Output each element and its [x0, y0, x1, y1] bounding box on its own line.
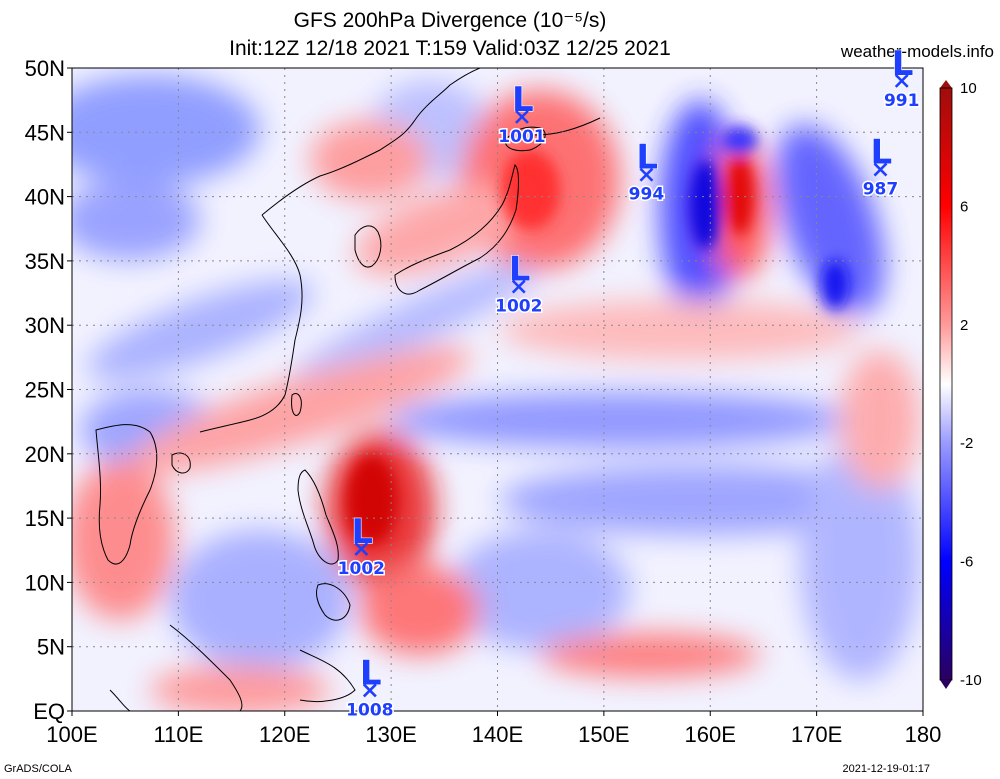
lon-label: 170E — [791, 722, 842, 747]
low-center-mark — [639, 167, 654, 182]
lat-label: 20N — [25, 442, 65, 467]
low-center-mark — [873, 162, 888, 177]
low-pressure-value: 987 — [863, 180, 899, 200]
footer-credit: GrADS/COLA — [4, 763, 72, 775]
low-marker: L 987 — [861, 132, 900, 201]
colorbar-label: -10 — [960, 672, 982, 689]
low-letter: L — [512, 80, 534, 120]
low-marker: L 1002 — [494, 249, 544, 318]
lat-label: 25N — [25, 378, 65, 403]
low-marker: L 1002 — [336, 511, 386, 580]
lon-label: 100E — [46, 722, 97, 747]
low-pressure-value: 1001 — [498, 127, 545, 147]
colorbar-bottom-cap — [940, 680, 952, 689]
lat-label: 35N — [25, 249, 65, 274]
low-marker: L 991 — [882, 43, 921, 112]
colorbar-scale — [939, 87, 953, 681]
lon-label: 110E — [154, 722, 204, 747]
low-pressure-value: 1002 — [495, 297, 542, 317]
low-letter: L — [360, 653, 382, 693]
low-pressure-value: 994 — [629, 185, 665, 205]
low-letter: L — [509, 250, 531, 290]
lat-label: 5N — [37, 635, 65, 660]
low-pressure-value: 991 — [884, 91, 920, 111]
site-credit: weather-models.info — [840, 42, 994, 61]
low-center-mark — [362, 683, 377, 698]
title-line-2: Init:12Z 12/18 2021 T:159 Valid:03Z 12/2… — [229, 37, 671, 60]
low-letter: L — [870, 133, 892, 173]
latitude-labels: 50N 45N 40N 35N 30N 25N 20N 15N 10N 5N EQ — [25, 56, 65, 724]
longitude-labels: 100E 110E 120E 130E 140E 150E 160E 170E 180 — [46, 722, 941, 747]
lat-label: 40N — [25, 185, 65, 210]
footer-timestamp: 2021-12-19-01:17 — [842, 763, 930, 775]
lon-label: 160E — [685, 722, 736, 747]
low-marker: L 994 — [627, 137, 666, 206]
colorbar-label: -2 — [960, 435, 973, 452]
colorbar-label: -6 — [960, 554, 973, 571]
lat-label: 15N — [25, 506, 65, 531]
colorbar-label: 10 — [960, 80, 977, 97]
lon-label: 130E — [365, 722, 416, 747]
lon-label: 140E — [472, 722, 523, 747]
coastlines — [95, 68, 601, 711]
low-letter: L — [351, 512, 373, 552]
lon-label: 150E — [578, 722, 629, 747]
low-pressure-markers: L 1001 L 994 L 987 L 991 L 1002 L 1002 L 1008 — [336, 43, 921, 722]
low-pressure-value: 1002 — [338, 559, 385, 579]
colorbar-label: 2 — [960, 317, 968, 334]
divergence-field — [72, 68, 923, 711]
axis-ticks — [67, 67, 924, 716]
colorbar-label: 6 — [960, 198, 968, 215]
lat-label: 30N — [25, 313, 65, 338]
colorbar-top-cap — [940, 80, 952, 88]
colorbar: 10 6 2 -2 -6 -10 — [939, 80, 982, 689]
lon-label: 180 — [905, 722, 942, 747]
lat-label: 45N — [25, 120, 65, 145]
lat-label: 10N — [25, 570, 65, 595]
low-marker: L 1008 — [345, 653, 395, 722]
low-center-mark — [894, 73, 909, 88]
low-center-mark — [511, 279, 526, 294]
lat-label: EQ — [33, 699, 65, 724]
lon-label: 120E — [259, 722, 310, 747]
low-pressure-value: 1008 — [346, 700, 393, 720]
grid-lines — [72, 68, 923, 711]
low-letter: L — [892, 44, 914, 84]
lat-label: 50N — [25, 56, 65, 81]
low-center-mark — [354, 542, 369, 556]
low-marker: L 1001 — [497, 79, 547, 148]
low-letter: L — [636, 138, 658, 178]
low-center-mark — [515, 109, 529, 124]
title-line-1: GFS 200hPa Divergence (10⁻⁵/s) — [293, 9, 607, 32]
